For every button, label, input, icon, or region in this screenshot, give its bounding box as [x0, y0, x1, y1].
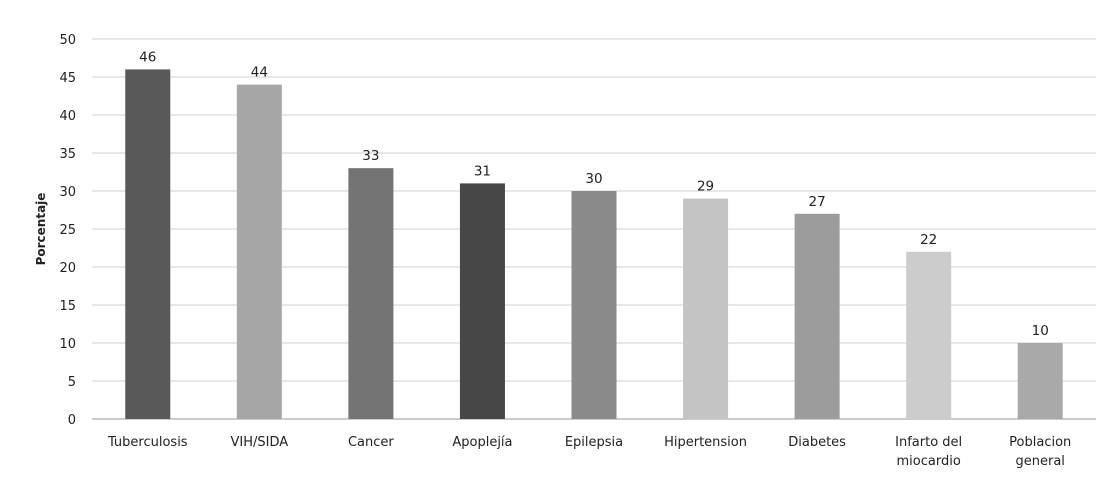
x-category-label: Infarto del miocardio [895, 435, 962, 469]
data-label: 31 [474, 163, 491, 179]
y-tick-label: 25 [59, 223, 76, 238]
data-labels: 46 44 33 31 30 29 27 22 10 [139, 49, 1049, 339]
data-label: 22 [920, 232, 937, 248]
x-category-label: Epilepsia [565, 435, 623, 450]
x-axis-categories: Tuberculosis VIH/SIDA Cancer Apoplejía Epile… [107, 435, 1071, 469]
bar [348, 168, 394, 419]
data-label: 33 [362, 148, 379, 164]
x-category-label: Hipertension [664, 435, 747, 450]
y-tick-label: 0 [68, 413, 76, 428]
data-label: 30 [585, 171, 602, 187]
y-tick-label: 5 [68, 375, 76, 390]
y-tick-label: 10 [59, 337, 76, 352]
data-label: 27 [809, 194, 826, 210]
y-tick-label: 30 [59, 185, 76, 200]
data-label: 46 [139, 49, 156, 65]
y-tick-label: 40 [59, 109, 76, 124]
bar [571, 191, 617, 419]
x-category-label: Apoplejía [452, 435, 512, 450]
x-category-label: VIH/SIDA [231, 435, 289, 450]
y-axis-title: Porcentaje [34, 193, 48, 266]
data-label: 44 [251, 65, 268, 81]
y-tick-label: 35 [59, 147, 76, 162]
y-tick-label: 50 [59, 33, 76, 48]
x-category-label: Diabetes [788, 435, 846, 450]
bar [236, 84, 282, 419]
bar [459, 183, 505, 419]
bar [683, 198, 729, 419]
x-category-label: Poblacion general [1009, 435, 1071, 469]
x-category-label: Tuberculosis [107, 435, 188, 450]
data-label: 29 [697, 179, 714, 195]
bar [794, 213, 840, 419]
y-tick-label: 15 [59, 299, 76, 314]
bar [1017, 343, 1063, 419]
bar [906, 251, 952, 419]
data-label: 10 [1032, 323, 1049, 339]
bar [125, 69, 171, 420]
y-axis-ticks: 0 5 10 15 20 25 30 35 40 45 50 [59, 33, 76, 428]
y-tick-label: 45 [59, 71, 76, 86]
x-category-label: Cancer [348, 435, 394, 450]
y-tick-label: 20 [59, 261, 76, 276]
bars [125, 69, 1063, 420]
